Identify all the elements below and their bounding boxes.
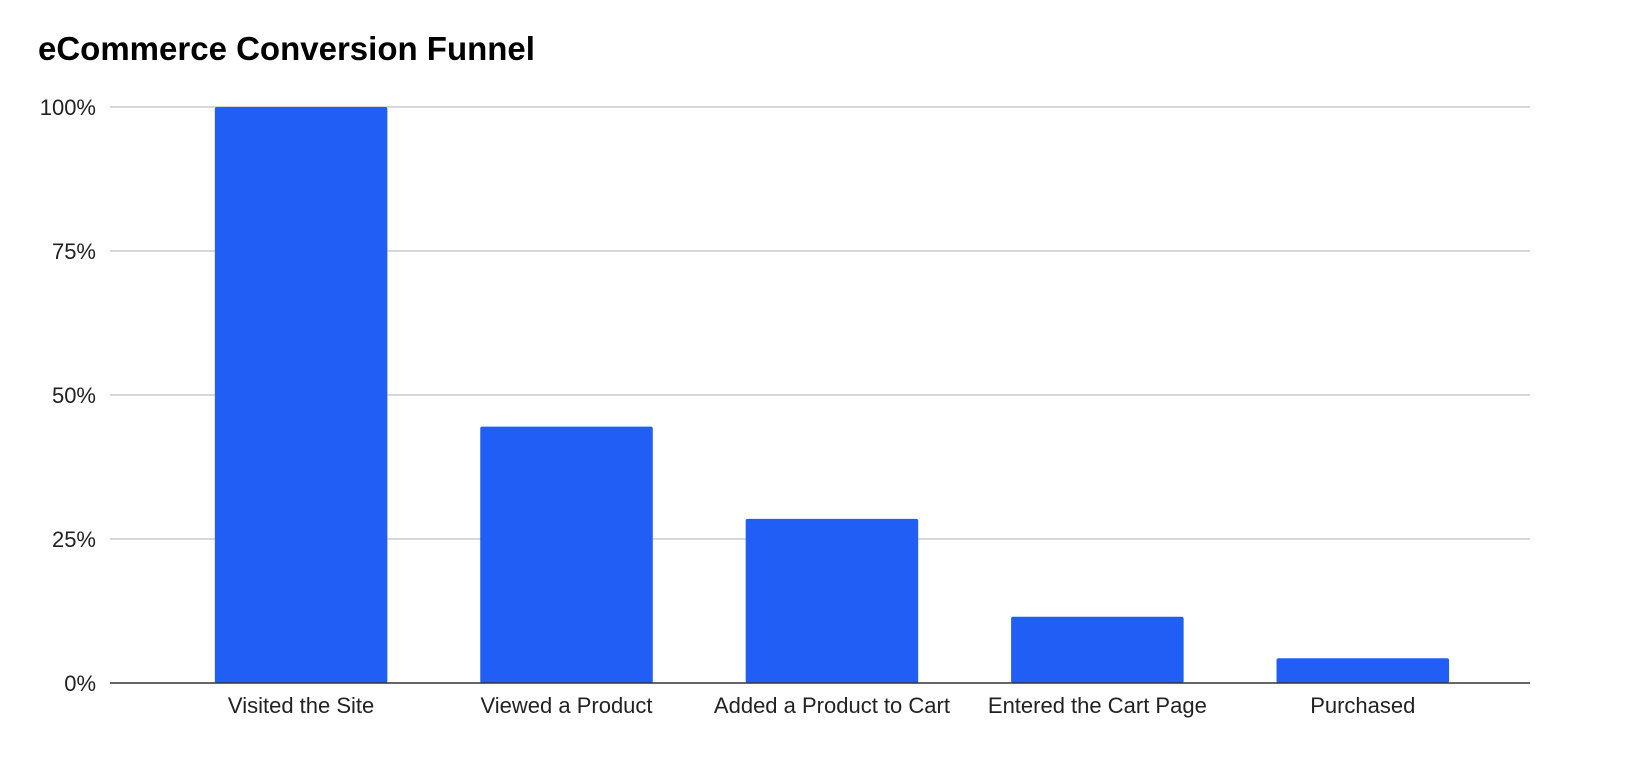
bar <box>745 518 919 683</box>
bar <box>1011 616 1184 683</box>
bar <box>480 426 653 683</box>
bar <box>1276 658 1450 683</box>
x-tick-label: Viewed a Product <box>480 693 652 718</box>
chart-title: eCommerce Conversion Funnel <box>38 30 535 67</box>
x-tick-label: Purchased <box>1310 693 1415 718</box>
x-tick-label: Entered the Cart Page <box>988 693 1207 718</box>
y-tick-label: 0% <box>64 671 96 696</box>
y-tick-label: 50% <box>52 383 96 408</box>
y-tick-label: 100% <box>40 95 96 120</box>
bars <box>214 107 1450 683</box>
bar <box>214 107 388 683</box>
y-axis-tick-labels: 0% 25% 50% 75% 100% <box>40 95 96 696</box>
y-tick-label: 75% <box>52 239 96 264</box>
x-axis-tick-labels: Visited the Site Viewed a Product Added a … <box>228 693 1415 718</box>
y-tick-label: 25% <box>52 527 96 552</box>
x-tick-label: Added a Product to Cart <box>714 693 950 718</box>
x-tick-label: Visited the Site <box>228 693 374 718</box>
